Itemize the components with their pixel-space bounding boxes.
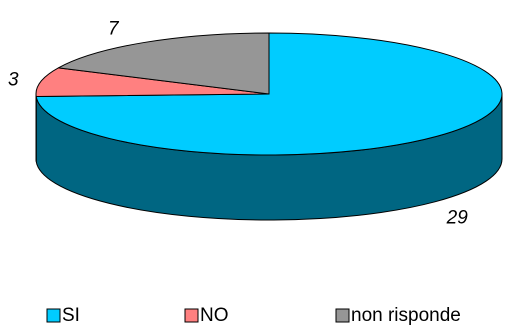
pie-slice-non-risponde <box>57 32 270 95</box>
data-label-non-risponde: 7 <box>108 19 120 40</box>
legend-item-no: NO <box>184 305 229 326</box>
legend-label-si: SI <box>62 305 80 326</box>
pie-tops <box>35 32 503 156</box>
legend-item-si: SI <box>46 305 80 326</box>
legend-item-non-risponde: non risponde <box>335 305 461 326</box>
legend-swatch-no <box>184 308 199 323</box>
data-labels: 29 3 7 <box>8 19 468 229</box>
data-label-no: 3 <box>8 69 19 90</box>
legend-label-non-risponde: non risponde <box>351 305 461 326</box>
legend-swatch-si <box>46 308 61 323</box>
legend: SI NO non risponde <box>46 305 461 326</box>
pie-slice-no <box>35 67 270 97</box>
legend-swatch-non-risponde <box>335 308 350 323</box>
legend-label-no: NO <box>200 305 229 326</box>
data-label-si: 29 <box>446 207 469 228</box>
